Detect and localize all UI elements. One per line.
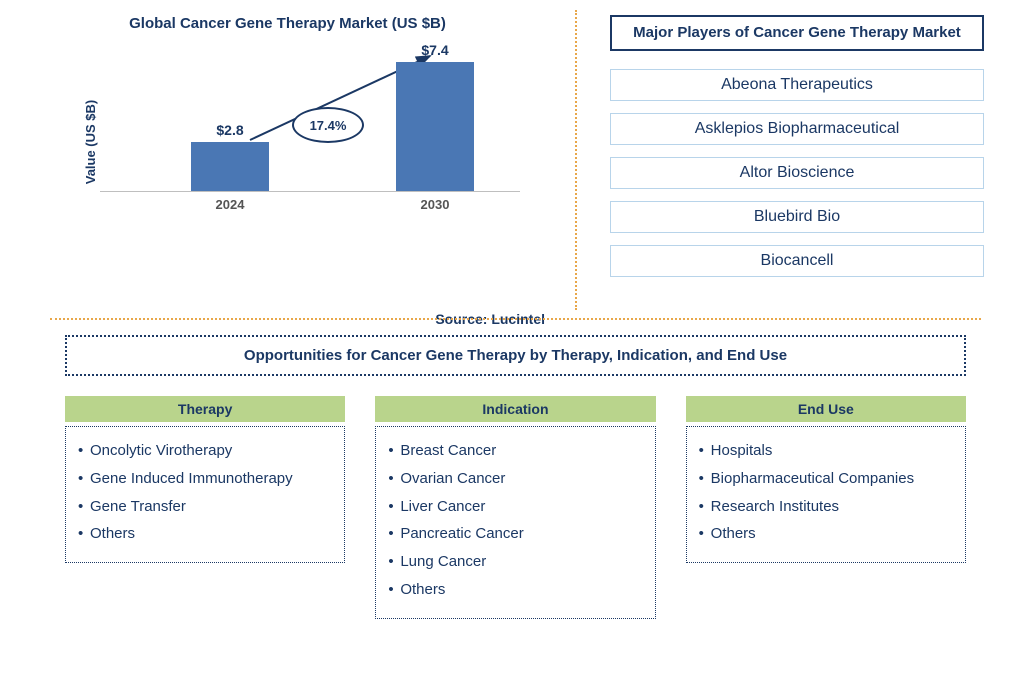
list-item: Others <box>78 520 332 548</box>
bar-value-label: $7.4 <box>421 42 448 58</box>
opportunities-section: Opportunities for Cancer Gene Therapy by… <box>65 335 966 619</box>
list-item: Ovarian Cancer <box>388 465 642 493</box>
bar-2024: $2.8 <box>191 142 269 191</box>
bar-value-label: $2.8 <box>216 122 243 138</box>
opportunities-columns: Therapy Oncolytic VirotherapyGene Induced… <box>65 396 966 619</box>
list-item: Lung Cancer <box>388 548 642 576</box>
column-header: Indication <box>375 396 655 422</box>
list-item: Others <box>699 520 953 548</box>
growth-rate-badge: 17.4% <box>292 107 364 143</box>
column-body: Oncolytic VirotherapyGene Induced Immuno… <box>65 426 345 563</box>
players-list: Abeona Therapeutics Asklepios Biopharmace… <box>610 69 984 277</box>
vertical-divider <box>575 10 577 310</box>
player-item: Altor Bioscience <box>610 157 984 189</box>
opportunity-column: End Use HospitalsBiopharmaceutical Compan… <box>686 396 966 619</box>
player-item: Asklepios Biopharmaceutical <box>610 113 984 145</box>
top-row: Global Cancer Gene Therapy Market (US $B… <box>0 0 1021 299</box>
list-item: Breast Cancer <box>388 437 642 465</box>
list-item: Biopharmaceutical Companies <box>699 465 953 493</box>
y-axis-label: Value (US $B) <box>83 100 98 185</box>
list-item: Hospitals <box>699 437 953 465</box>
list-item: Gene Induced Immunotherapy <box>78 465 332 493</box>
column-body: Breast CancerOvarian CancerLiver CancerP… <box>375 426 655 619</box>
chart-title: Global Cancer Gene Therapy Market (US $B… <box>20 15 555 32</box>
opportunities-title: Opportunities for Cancer Gene Therapy by… <box>65 335 966 376</box>
player-item: Bluebird Bio <box>610 201 984 233</box>
column-header: End Use <box>686 396 966 422</box>
chart-plot: 17.4% $2.82024$7.42030 <box>100 52 520 192</box>
list-item: Oncolytic Virotherapy <box>78 437 332 465</box>
players-title: Major Players of Cancer Gene Therapy Mar… <box>610 15 984 51</box>
players-panel: Major Players of Cancer Gene Therapy Mar… <box>575 0 1019 299</box>
chart-area: Value (US $B) 17.4% $2.82024$7.42030 <box>70 52 535 232</box>
opportunity-column: Indication Breast CancerOvarian CancerLiv… <box>375 396 655 619</box>
column-header: Therapy <box>65 396 345 422</box>
column-body: HospitalsBiopharmaceutical CompaniesRese… <box>686 426 966 563</box>
player-item: Biocancell <box>610 245 984 277</box>
player-item: Abeona Therapeutics <box>610 69 984 101</box>
opportunity-column: Therapy Oncolytic VirotherapyGene Induced… <box>65 396 345 619</box>
x-tick-label: 2030 <box>421 197 450 212</box>
list-item: Gene Transfer <box>78 493 332 521</box>
list-item: Others <box>388 576 642 604</box>
chart-panel: Global Cancer Gene Therapy Market (US $B… <box>0 0 575 299</box>
list-item: Research Institutes <box>699 493 953 521</box>
horizontal-divider <box>50 318 981 320</box>
growth-rate-value: 17.4% <box>310 118 347 133</box>
list-item: Liver Cancer <box>388 493 642 521</box>
bar-2030: $7.4 <box>396 62 474 192</box>
x-tick-label: 2024 <box>216 197 245 212</box>
list-item: Pancreatic Cancer <box>388 520 642 548</box>
